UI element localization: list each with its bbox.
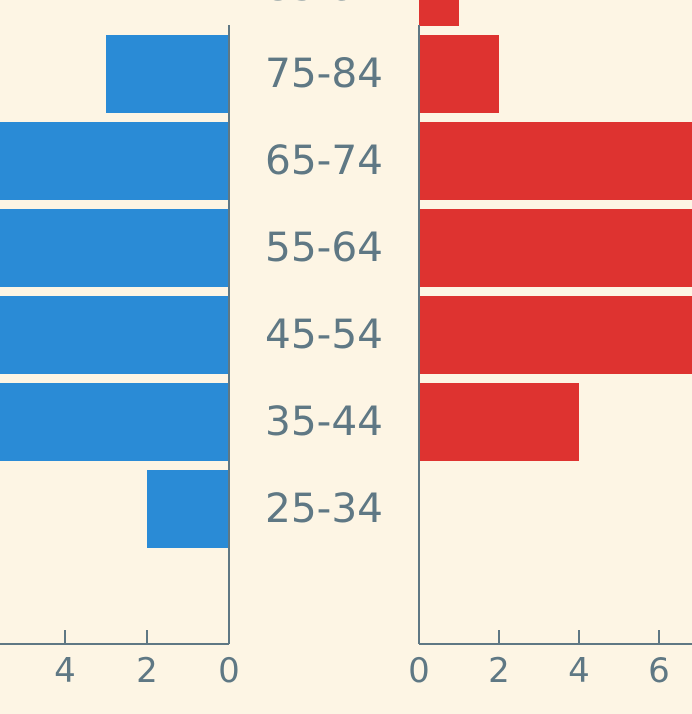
right-bar-75-84 bbox=[419, 35, 499, 113]
age-label-75-84: 75-84 bbox=[265, 51, 383, 97]
age-group-labels: 25-34 35-44 45-54 55-64 65-74 75-84 85-94 bbox=[265, 0, 383, 532]
right-bar-65-74 bbox=[419, 122, 692, 200]
left-bar-65-74 bbox=[0, 122, 229, 200]
age-label-65-74: 65-74 bbox=[265, 138, 383, 184]
left-bar-75-84 bbox=[106, 35, 229, 113]
right-bar-55-64 bbox=[419, 209, 692, 287]
right-bar-35-44 bbox=[419, 383, 579, 461]
age-label-35-44: 35-44 bbox=[265, 399, 383, 445]
right-series-bars bbox=[419, 0, 692, 461]
left-tick-label-0: 0 bbox=[218, 651, 240, 691]
left-tick-label-4: 4 bbox=[54, 651, 76, 691]
left-bar-25-34 bbox=[147, 470, 229, 548]
age-label-25-34: 25-34 bbox=[265, 486, 383, 532]
right-tick-label-0: 0 bbox=[408, 651, 430, 691]
left-tick-label-2: 2 bbox=[136, 651, 158, 691]
left-bar-35-44 bbox=[0, 383, 229, 461]
left-series-bars bbox=[0, 35, 229, 548]
right-bar-85-94 bbox=[419, 0, 459, 26]
right-tick-label-4: 4 bbox=[568, 651, 590, 691]
age-label-45-54: 45-54 bbox=[265, 312, 383, 358]
age-label-55-64: 55-64 bbox=[265, 225, 383, 271]
age-label-85-94: 85-94 bbox=[265, 0, 383, 10]
right-bar-45-54 bbox=[419, 296, 692, 374]
left-bar-45-54 bbox=[0, 296, 229, 374]
left-bar-55-64 bbox=[0, 209, 229, 287]
right-tick-label-2: 2 bbox=[488, 651, 510, 691]
axes: 4 2 0 0 2 4 6 bbox=[0, 25, 692, 691]
right-tick-label-6: 6 bbox=[648, 651, 670, 691]
